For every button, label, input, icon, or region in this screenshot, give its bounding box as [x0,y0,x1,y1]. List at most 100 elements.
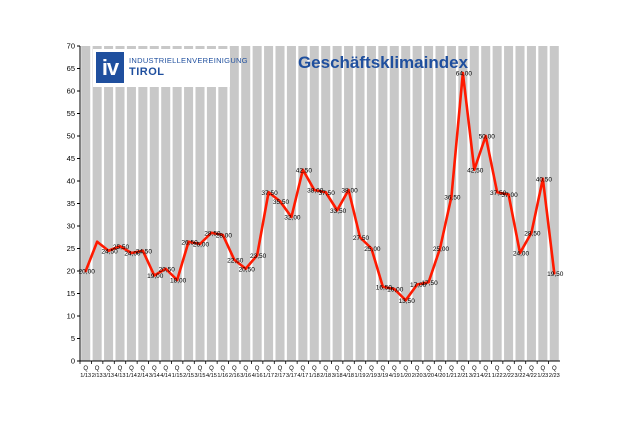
background-bar-8 [161,46,171,361]
background-bar-37 [492,46,502,361]
logo-mark: iv [96,52,124,83]
background-bar-2 [92,46,102,361]
x-tick-label: 3/20 [423,373,434,379]
data-label: 17,00 [410,282,427,289]
data-point [347,188,350,192]
x-tick-label: 3/17 [286,373,297,379]
background-bar-11 [195,46,205,361]
x-tick-label: 3/18 [332,373,343,379]
x-tick-prefix: Q [461,366,466,372]
x-axis: Q1/13Q2/13Q3/13Q4/13Q1/14Q2/14Q3/14Q4/14… [79,360,560,379]
x-tick-prefix: Q [415,366,420,372]
data-label: 26,50 [181,239,198,246]
x-tick-label: 4/15 [206,373,217,379]
x-tick-prefix: Q [369,366,374,372]
data-label: 37,50 [319,190,336,197]
data-point [370,247,373,250]
y-axis: 0 5 10 15 20 25 30 35 40 45 50 55 60 65 70 [67,42,81,366]
x-tick-label: 2/22 [503,373,514,379]
background-bar-16 [252,46,262,361]
background-bar-19 [286,46,296,361]
x-tick-prefix: Q [106,366,111,372]
background-bar-21 [309,46,319,361]
chart-title: Geschäftsklimaindex [298,53,469,72]
x-tick-label: 1/20 [400,373,411,379]
x-tick-prefix: Q [438,366,443,372]
y-tick-label: 30 [67,222,75,231]
x-tick-label: 4/17 [297,373,308,379]
data-label: 17,50 [421,280,438,287]
background-bar-15 [241,46,251,361]
x-tick-label: 1/17 [263,373,274,379]
background-bar-9 [172,46,182,361]
x-tick-prefix: Q [186,366,191,372]
x-tick-prefix: Q [266,366,271,372]
background-bar-29 [401,46,411,361]
data-point [495,191,499,194]
x-tick-prefix: Q [152,366,157,372]
data-label: 16,50 [376,284,393,291]
data-point [107,249,110,252]
data-label: 37,50 [490,190,507,197]
data-point [335,209,339,212]
data-point [484,134,487,138]
x-tick-prefix: Q [118,366,123,372]
data-label: 25,50 [113,244,130,251]
background-bar-32 [435,46,445,361]
x-tick-prefix: Q [141,366,146,372]
series-line-1 [84,71,556,302]
data-point [153,274,156,277]
y-tick-label: 50 [67,132,75,141]
data-point [221,233,225,237]
data-point [175,278,179,282]
x-tick-label: 2/14 [137,373,148,379]
x-tick-label: 2/19 [366,373,377,379]
data-point [255,254,259,257]
data-point [381,285,385,288]
data-label: 22,50 [227,257,244,264]
x-tick-label: 1/14 [126,373,137,379]
data-label: 20,50 [159,266,176,273]
data-label: 25,00 [364,246,381,253]
background-bar-7 [149,46,159,361]
background-bar-5 [126,46,136,361]
x-tick-prefix: Q [472,366,477,372]
x-tick-label: 2/13 [92,373,103,379]
x-tick-label: 4/18 [343,373,354,379]
background-bar-42 [549,46,559,361]
logo-line-2: TIROL [129,66,165,78]
background-bar-34 [458,46,468,361]
data-label: 26,00 [193,242,210,249]
data-label: 38,00 [307,188,324,195]
x-tick-prefix: Q [483,366,488,372]
data-label: 28,50 [524,230,541,237]
logo-line-1: INDUSTRIELLENVEREINIGUNG [129,56,248,65]
data-point [130,251,133,255]
background-bar-22 [321,46,331,361]
x-tick-label: 1/22 [492,373,503,379]
data-label: 40,50 [536,176,553,183]
background-bar-10 [184,46,194,361]
data-label: 24,00 [513,251,530,258]
data-label: 16,00 [387,287,404,294]
data-label: 28,50 [204,230,221,237]
series-line [84,71,556,302]
y-tick-label: 55 [67,109,75,118]
background-bar-39 [515,46,525,361]
data-point [118,245,122,248]
data-label: 28,00 [216,233,233,240]
x-tick-label: 2/18 [320,373,331,379]
x-tick-prefix: Q [552,366,557,372]
x-tick-prefix: Q [129,366,134,372]
data-label: 42,50 [296,167,313,174]
data-point [427,281,430,284]
data-labels: 20,0024,5025,5024,0024,5019,0020,5018,00… [79,71,564,305]
data-point [438,247,442,250]
x-tick-label: 2/16 [229,373,240,379]
data-label: 38,00 [341,188,358,195]
data-label: 24,50 [101,248,118,255]
x-tick-label: 3/14 [149,373,160,379]
data-label: 36,50 [444,194,461,201]
x-tick-prefix: Q [95,366,100,372]
data-point [164,267,167,270]
